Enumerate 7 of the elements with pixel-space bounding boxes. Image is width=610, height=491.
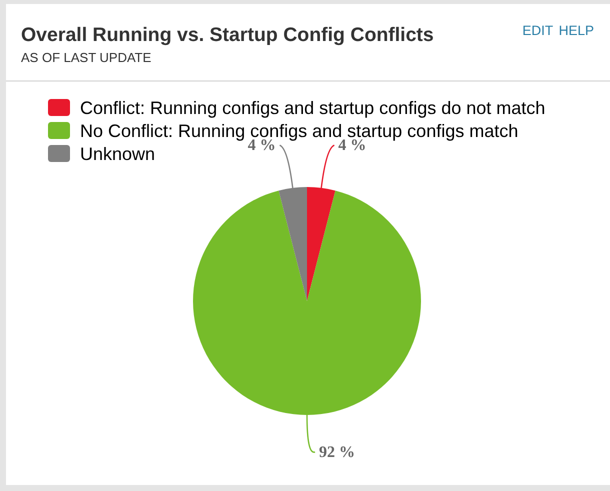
chart-title: Overall Running vs. Startup Config Conflicts — [21, 24, 434, 46]
chart-subtitle: AS OF LAST UPDATE — [21, 50, 152, 65]
legend-label: Conflict: Running configs and startup configs do not match — [80, 98, 546, 118]
text: EDIT — [522, 23, 554, 38]
text: HELP — [558, 23, 594, 38]
legend-label: Unknown — [80, 144, 156, 164]
data-label: 92 % — [319, 444, 355, 461]
